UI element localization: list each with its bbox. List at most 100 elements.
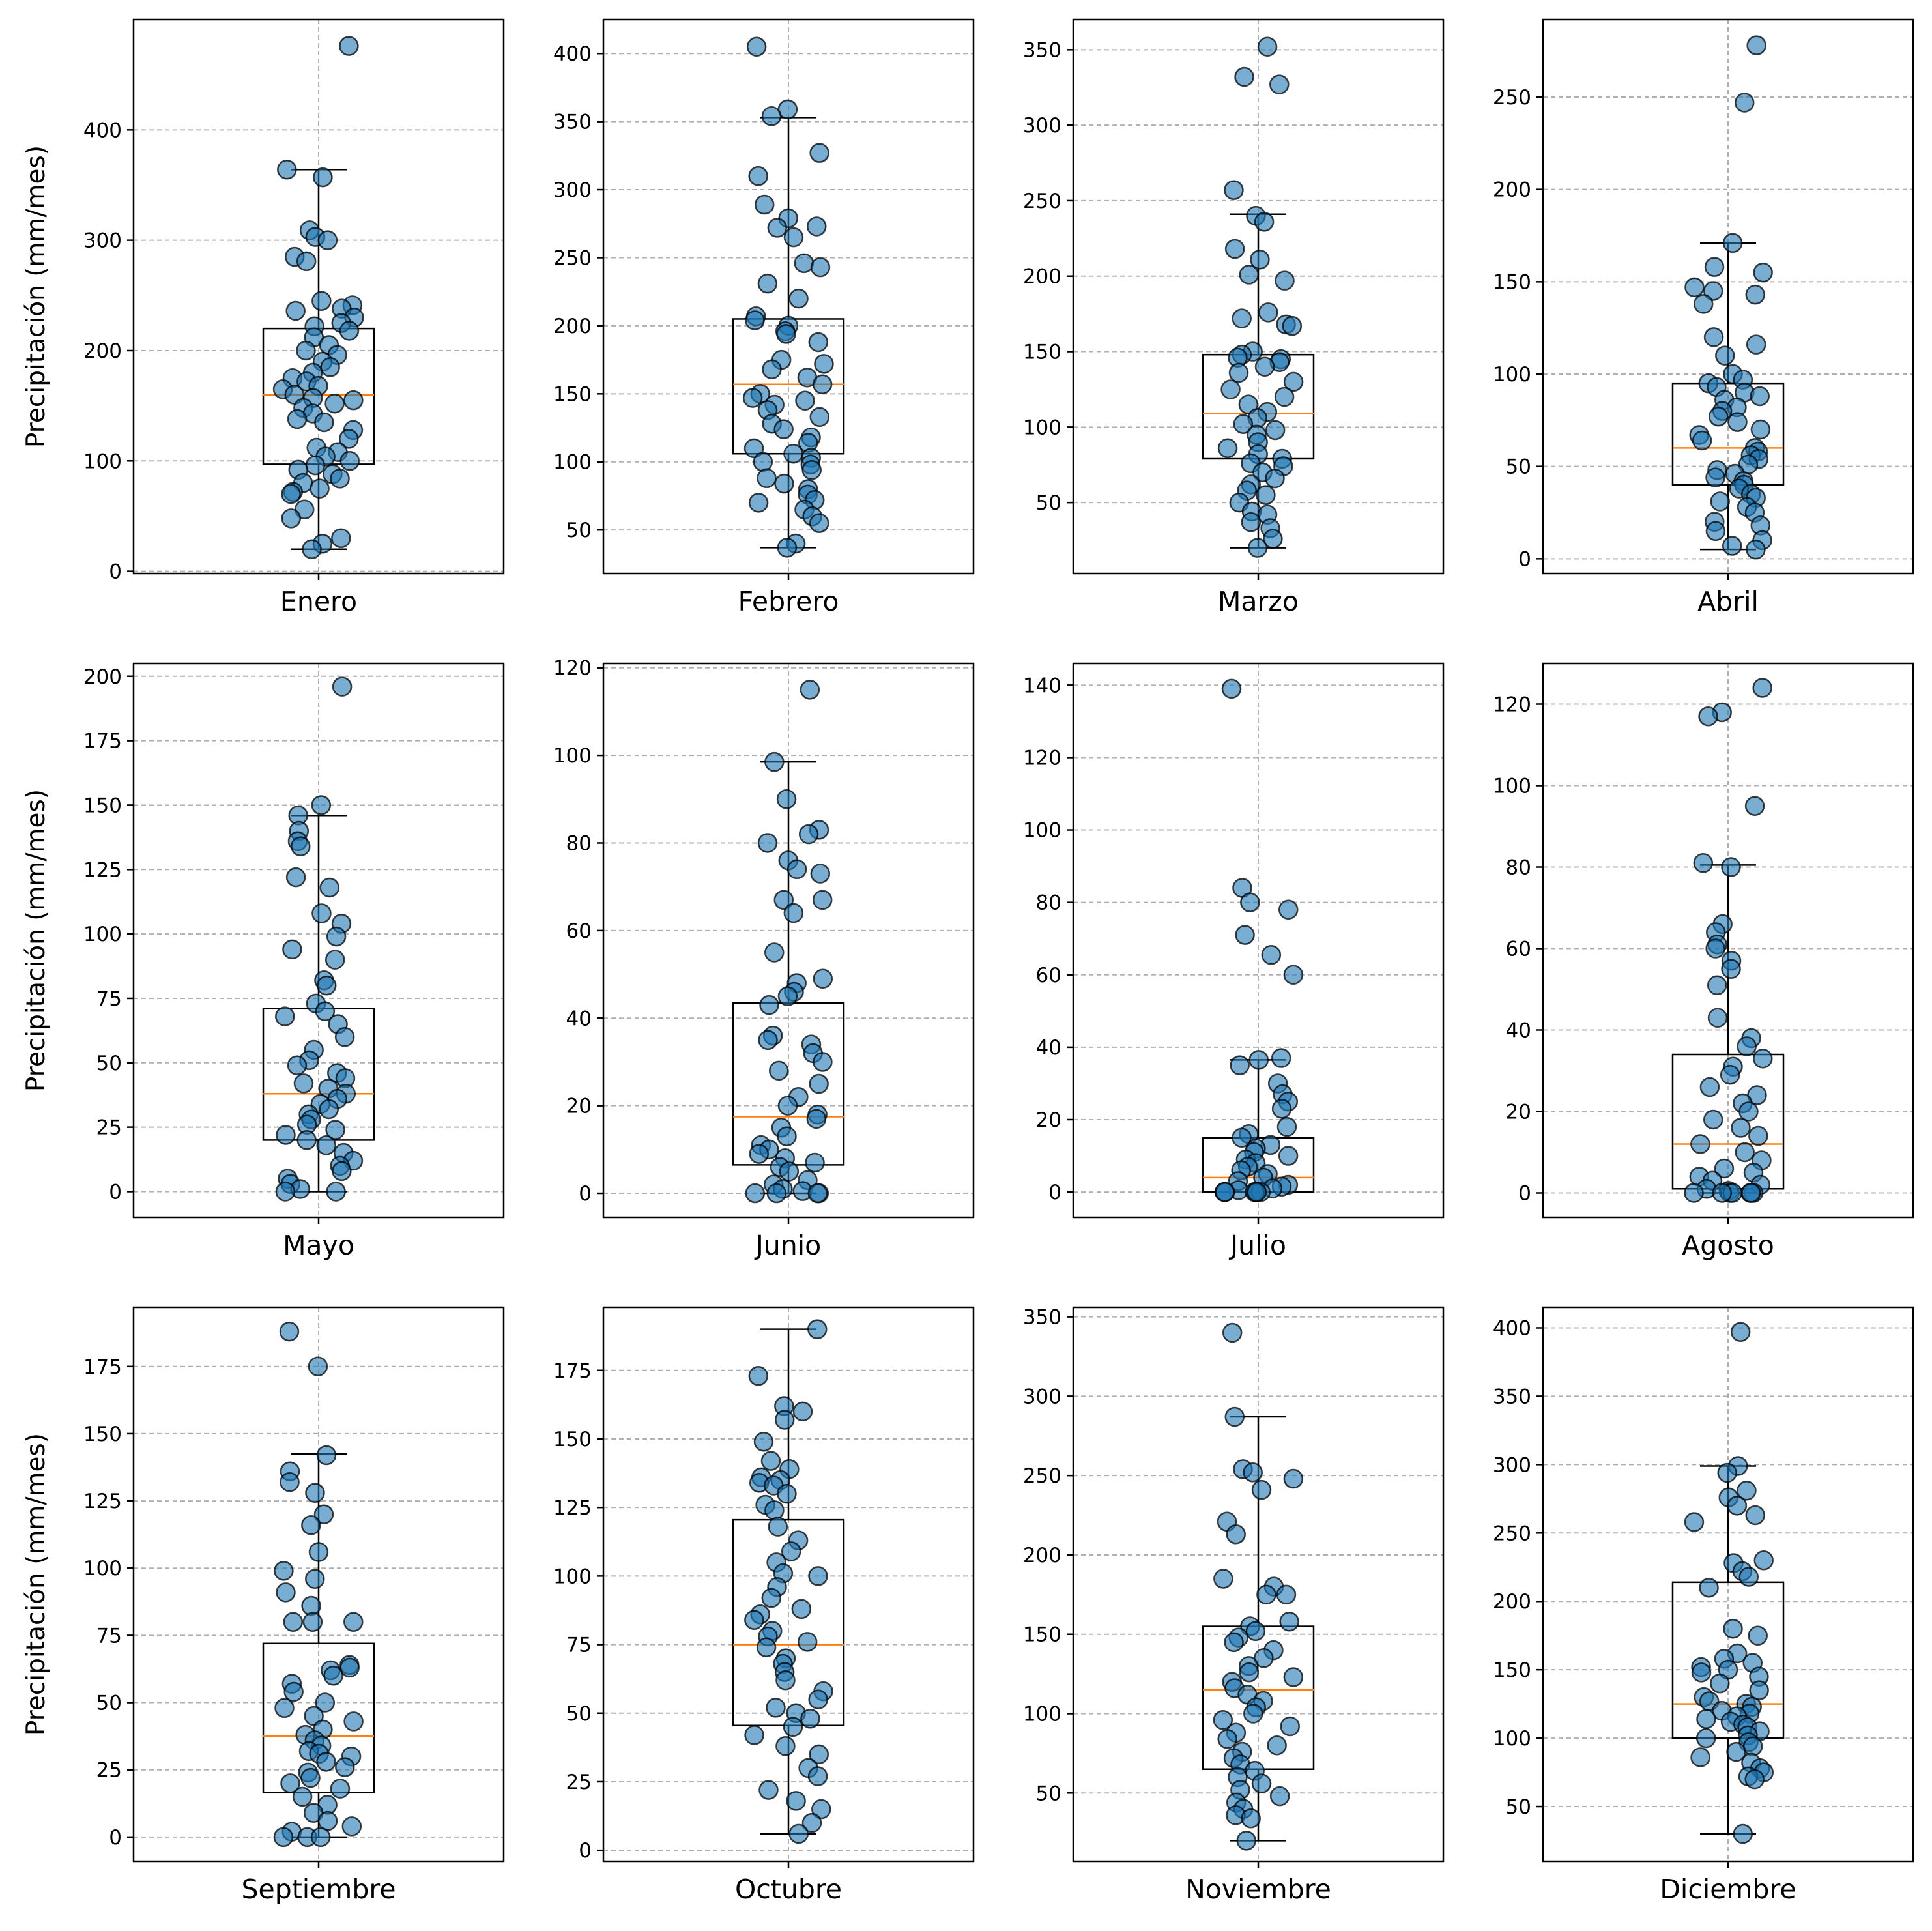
data-point: [786, 1791, 806, 1811]
data-point: [1698, 706, 1718, 727]
data-point: [290, 836, 311, 856]
data-point: [808, 1689, 828, 1709]
data-point: [296, 251, 317, 272]
data-point: [330, 1779, 351, 1799]
data-point: [1245, 1621, 1266, 1642]
y-tick-label: 350: [553, 111, 592, 134]
data-point: [748, 166, 768, 186]
data-point: [1684, 277, 1705, 298]
data-point: [808, 332, 829, 353]
data-point: [1256, 1584, 1276, 1605]
data-point: [285, 867, 306, 888]
y-tick-label: 250: [1023, 190, 1061, 213]
subplot-1: 0 100 200 300 400 Enero Precipitación (mm/mes): [22, 18, 505, 617]
data-point: [812, 374, 833, 394]
data-point: [319, 877, 339, 898]
subplot-3: 50 100 150 200 250 300 350 Marzo: [1023, 18, 1445, 617]
subplot-6: 0 20 40 60 80 100 120 Junio: [553, 657, 975, 1261]
y-tick-label: 150: [1493, 270, 1531, 294]
data-point: [756, 1637, 777, 1658]
data-point: [1274, 386, 1295, 407]
data-point: [744, 1610, 764, 1630]
data-point: [786, 859, 807, 880]
data-point: [283, 1681, 304, 1702]
data-point: [1251, 1773, 1272, 1793]
data-point: [762, 359, 782, 379]
data-point: [749, 1144, 770, 1164]
data-point: [315, 1692, 336, 1713]
data-point: [753, 452, 773, 472]
data-point: [748, 1365, 769, 1386]
y-tick-label: 125: [83, 1490, 122, 1513]
data-point: [1692, 430, 1712, 451]
data-point: [1731, 1118, 1751, 1138]
data-point: [777, 1126, 797, 1146]
data-point: [777, 986, 798, 1006]
y-axis-label: Precipitación (mm/mes): [22, 145, 51, 448]
y-tick-label: 50: [1036, 491, 1061, 515]
data-point: [766, 1698, 786, 1718]
y-tick-label: 40: [566, 1007, 592, 1030]
y-tick-label: 200: [1493, 1590, 1531, 1614]
data-point: [311, 795, 332, 815]
data-point: [1737, 1036, 1757, 1056]
data-point: [1745, 1505, 1765, 1526]
data-point: [800, 1708, 820, 1729]
data-point: [1738, 1567, 1759, 1587]
box-iqr: [262, 1642, 375, 1794]
data-point: [1241, 1808, 1261, 1829]
data-point: [330, 469, 350, 489]
data-point: [1265, 468, 1285, 489]
data-point: [280, 1773, 300, 1793]
data-point: [1251, 1479, 1272, 1500]
data-point: [813, 968, 833, 989]
data-point: [281, 508, 301, 529]
data-point: [316, 1752, 336, 1772]
data-point: [775, 1670, 796, 1691]
y-tick-label: 150: [1023, 341, 1061, 364]
data-point: [742, 388, 763, 408]
data-point: [313, 1504, 334, 1524]
y-tick-label: 150: [83, 1423, 122, 1446]
y-tick-label: 0: [1518, 547, 1531, 571]
data-point: [339, 1657, 360, 1678]
data-point: [310, 478, 330, 499]
y-tick-label: 100: [83, 1557, 122, 1580]
data-point: [807, 1766, 828, 1786]
data-point: [1753, 1049, 1773, 1069]
data-point: [1746, 539, 1766, 560]
data-point: [1239, 265, 1260, 285]
data-point: [1721, 959, 1741, 979]
y-tick-label: 150: [1023, 1623, 1061, 1647]
data-point: [1278, 899, 1299, 920]
data-point: [1271, 1048, 1291, 1068]
data-point: [1699, 1577, 1719, 1598]
x-tick-label: Octubre: [735, 1874, 842, 1905]
data-point: [325, 1120, 345, 1140]
y-tick-label: 250: [1493, 1522, 1531, 1545]
data-point: [275, 1182, 296, 1202]
y-tick-label: 200: [1023, 1544, 1061, 1567]
data-point: [779, 1161, 800, 1182]
y-tick-label: 100: [553, 451, 592, 474]
data-point: [317, 1810, 338, 1831]
y-tick-label: 300: [83, 229, 122, 253]
data-point: [324, 393, 345, 414]
subplot-8: 0 20 40 60 80 100 120 Agosto: [1493, 662, 1914, 1261]
data-point: [767, 218, 788, 238]
data-point: [1241, 512, 1262, 532]
data-point: [1746, 35, 1766, 55]
data-point: [1247, 538, 1268, 558]
y-tick-label: 0: [109, 1180, 122, 1204]
data-point: [1222, 1322, 1243, 1343]
y-tick-label: 75: [96, 1624, 122, 1648]
y-tick-label: 50: [566, 519, 592, 542]
y-tick-label: 150: [83, 794, 122, 817]
data-point: [791, 1599, 812, 1619]
data-point: [1278, 1146, 1299, 1166]
data-point: [281, 484, 301, 504]
data-point: [1733, 1823, 1753, 1844]
y-tick-label: 20: [1036, 1109, 1061, 1132]
data-point: [807, 216, 827, 237]
